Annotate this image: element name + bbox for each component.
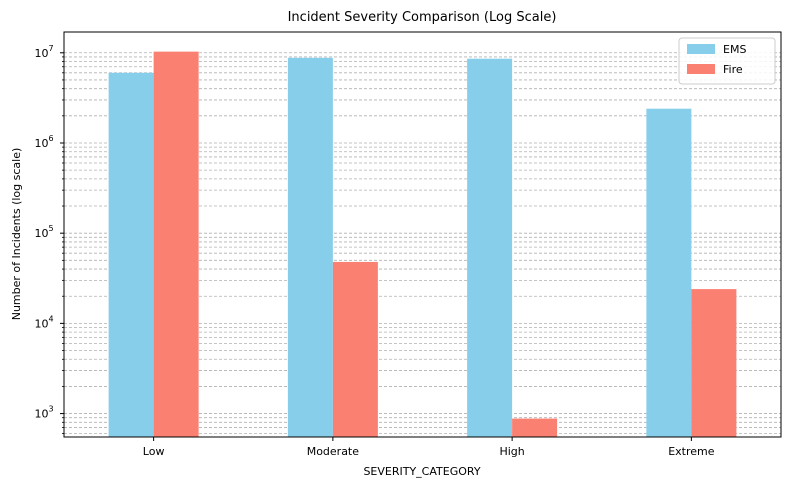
y-tick-label: 107 bbox=[34, 44, 53, 60]
y-tick-label: 104 bbox=[34, 314, 53, 330]
y-tick-base: 10 bbox=[34, 317, 48, 330]
y-tick-label: 106 bbox=[34, 134, 53, 150]
bar-fire-moderate bbox=[332, 261, 378, 437]
bar-fire-high bbox=[512, 418, 558, 437]
bar-fire-low bbox=[153, 51, 199, 437]
y-tick-base: 10 bbox=[34, 137, 48, 150]
legend-swatch bbox=[687, 44, 715, 54]
plot-frame bbox=[63, 31, 782, 438]
bar-fire-extreme bbox=[691, 289, 737, 437]
legend-label: Fire bbox=[723, 63, 743, 76]
x-tick-label: High bbox=[499, 445, 524, 458]
x-axis-label: SEVERITY_CATEGORY bbox=[363, 465, 480, 478]
bar-ems-moderate bbox=[287, 57, 333, 437]
y-tick-base: 10 bbox=[34, 227, 48, 240]
bar-ems-extreme bbox=[646, 108, 692, 438]
y-tick-label: 105 bbox=[34, 224, 53, 240]
legend: EMS Fire bbox=[678, 37, 776, 85]
bar-ems-high bbox=[467, 58, 513, 438]
y-tick-exponent: 4 bbox=[48, 314, 53, 323]
y-tick-base: 10 bbox=[34, 408, 48, 421]
bar-ems-low bbox=[108, 72, 154, 438]
x-tick-label: Moderate bbox=[307, 445, 360, 458]
legend-swatch bbox=[687, 64, 715, 74]
x-tick-label: Extreme bbox=[668, 445, 715, 458]
y-tick-exponent: 6 bbox=[48, 134, 53, 143]
x-axis: Low Moderate High Extreme bbox=[143, 437, 715, 458]
y-tick-exponent: 3 bbox=[48, 405, 53, 414]
bars bbox=[108, 51, 737, 438]
y-axis-label: Number of Incidents (log scale) bbox=[10, 148, 23, 321]
y-tick-exponent: 5 bbox=[48, 224, 53, 233]
y-tick-base: 10 bbox=[34, 47, 48, 60]
x-tick-label: Low bbox=[143, 445, 165, 458]
y-tick-exponent: 7 bbox=[48, 44, 53, 53]
legend-label: EMS bbox=[723, 43, 746, 56]
chart-title: Incident Severity Comparison (Log Scale) bbox=[288, 10, 557, 25]
y-tick-label: 103 bbox=[34, 405, 53, 421]
